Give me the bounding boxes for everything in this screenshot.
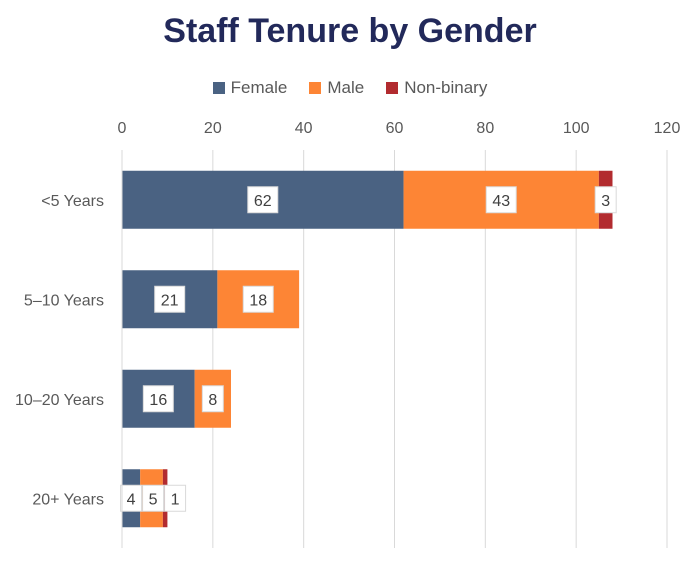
data-label-box-male-0 bbox=[485, 186, 517, 214]
x-tick-label-4: 80 bbox=[476, 120, 494, 137]
data-label-box-male-1 bbox=[242, 285, 274, 313]
data-label-male-3: 5 bbox=[149, 491, 158, 508]
data-label-female-3: 4 bbox=[127, 491, 136, 508]
legend-item-non-binary: Non-binary bbox=[386, 78, 487, 98]
data-label-female-1: 21 bbox=[161, 292, 179, 309]
x-tick-label-6: 120 bbox=[654, 120, 681, 137]
data-label-non-binary-0: 3 bbox=[601, 193, 610, 210]
category-label-3: 20+ Years bbox=[32, 491, 104, 508]
data-label-female-0: 62 bbox=[254, 193, 272, 210]
data-label-box-female-3 bbox=[120, 484, 143, 512]
data-label-box-female-0 bbox=[247, 186, 279, 214]
data-label-non-binary-3: 1 bbox=[171, 491, 180, 508]
legend: Female Male Non-binary bbox=[0, 78, 700, 98]
legend-item-female: Female bbox=[212, 78, 288, 98]
x-tick-label-5: 100 bbox=[563, 120, 590, 137]
x-tick-label-1: 20 bbox=[204, 120, 222, 137]
data-label-box-non-binary-0 bbox=[594, 186, 617, 214]
x-tick-label-0: 0 bbox=[118, 120, 127, 137]
legend-label-male: Male bbox=[327, 78, 365, 97]
data-label-box-male-2 bbox=[201, 385, 224, 413]
legend-label-non-binary: Non-binary bbox=[404, 78, 488, 97]
data-label-male-1: 18 bbox=[249, 292, 267, 309]
x-tick-label-2: 40 bbox=[295, 120, 313, 137]
category-label-0: <5 Years bbox=[41, 193, 104, 210]
data-label-female-2: 16 bbox=[149, 392, 167, 409]
category-label-2: 10–20 Years bbox=[15, 392, 104, 409]
data-label-box-male-3 bbox=[142, 484, 165, 512]
legend-swatch-non-binary bbox=[386, 82, 399, 94]
data-label-male-2: 8 bbox=[208, 392, 217, 409]
x-tick-label-3: 60 bbox=[386, 120, 404, 137]
data-label-box-female-1 bbox=[154, 285, 186, 313]
legend-label-female: Female bbox=[230, 78, 288, 97]
legend-swatch-male bbox=[309, 82, 322, 94]
legend-swatch-female bbox=[212, 82, 225, 94]
legend-item-male: Male bbox=[309, 78, 364, 98]
chart-title: Staff Tenure by Gender bbox=[163, 12, 537, 50]
data-label-box-non-binary-3 bbox=[164, 484, 187, 512]
data-label-male-0: 43 bbox=[492, 193, 510, 210]
category-label-1: 5–10 Years bbox=[24, 292, 104, 309]
data-label-box-female-2 bbox=[142, 385, 174, 413]
